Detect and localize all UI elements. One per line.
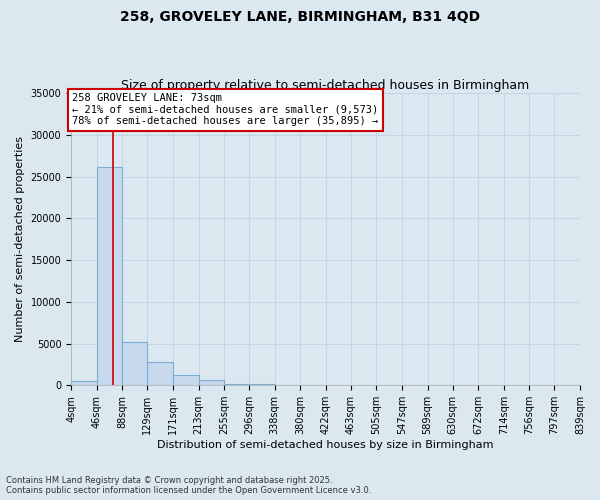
Bar — [97, 166, 122, 385]
Bar — [249, 384, 275, 385]
Text: 258 GROVELEY LANE: 73sqm
← 21% of semi-detached houses are smaller (9,573)
78% o: 258 GROVELEY LANE: 73sqm ← 21% of semi-d… — [73, 93, 379, 126]
Bar — [71, 381, 97, 385]
Bar — [199, 380, 224, 385]
X-axis label: Distribution of semi-detached houses by size in Birmingham: Distribution of semi-detached houses by … — [157, 440, 494, 450]
Title: Size of property relative to semi-detached houses in Birmingham: Size of property relative to semi-detach… — [121, 79, 530, 92]
Text: 258, GROVELEY LANE, BIRMINGHAM, B31 4QD: 258, GROVELEY LANE, BIRMINGHAM, B31 4QD — [120, 10, 480, 24]
Bar — [173, 375, 199, 385]
Bar — [224, 384, 249, 385]
Text: Contains HM Land Registry data © Crown copyright and database right 2025.
Contai: Contains HM Land Registry data © Crown c… — [6, 476, 371, 495]
Bar — [148, 362, 173, 385]
Y-axis label: Number of semi-detached properties: Number of semi-detached properties — [15, 136, 25, 342]
Bar — [122, 342, 148, 385]
